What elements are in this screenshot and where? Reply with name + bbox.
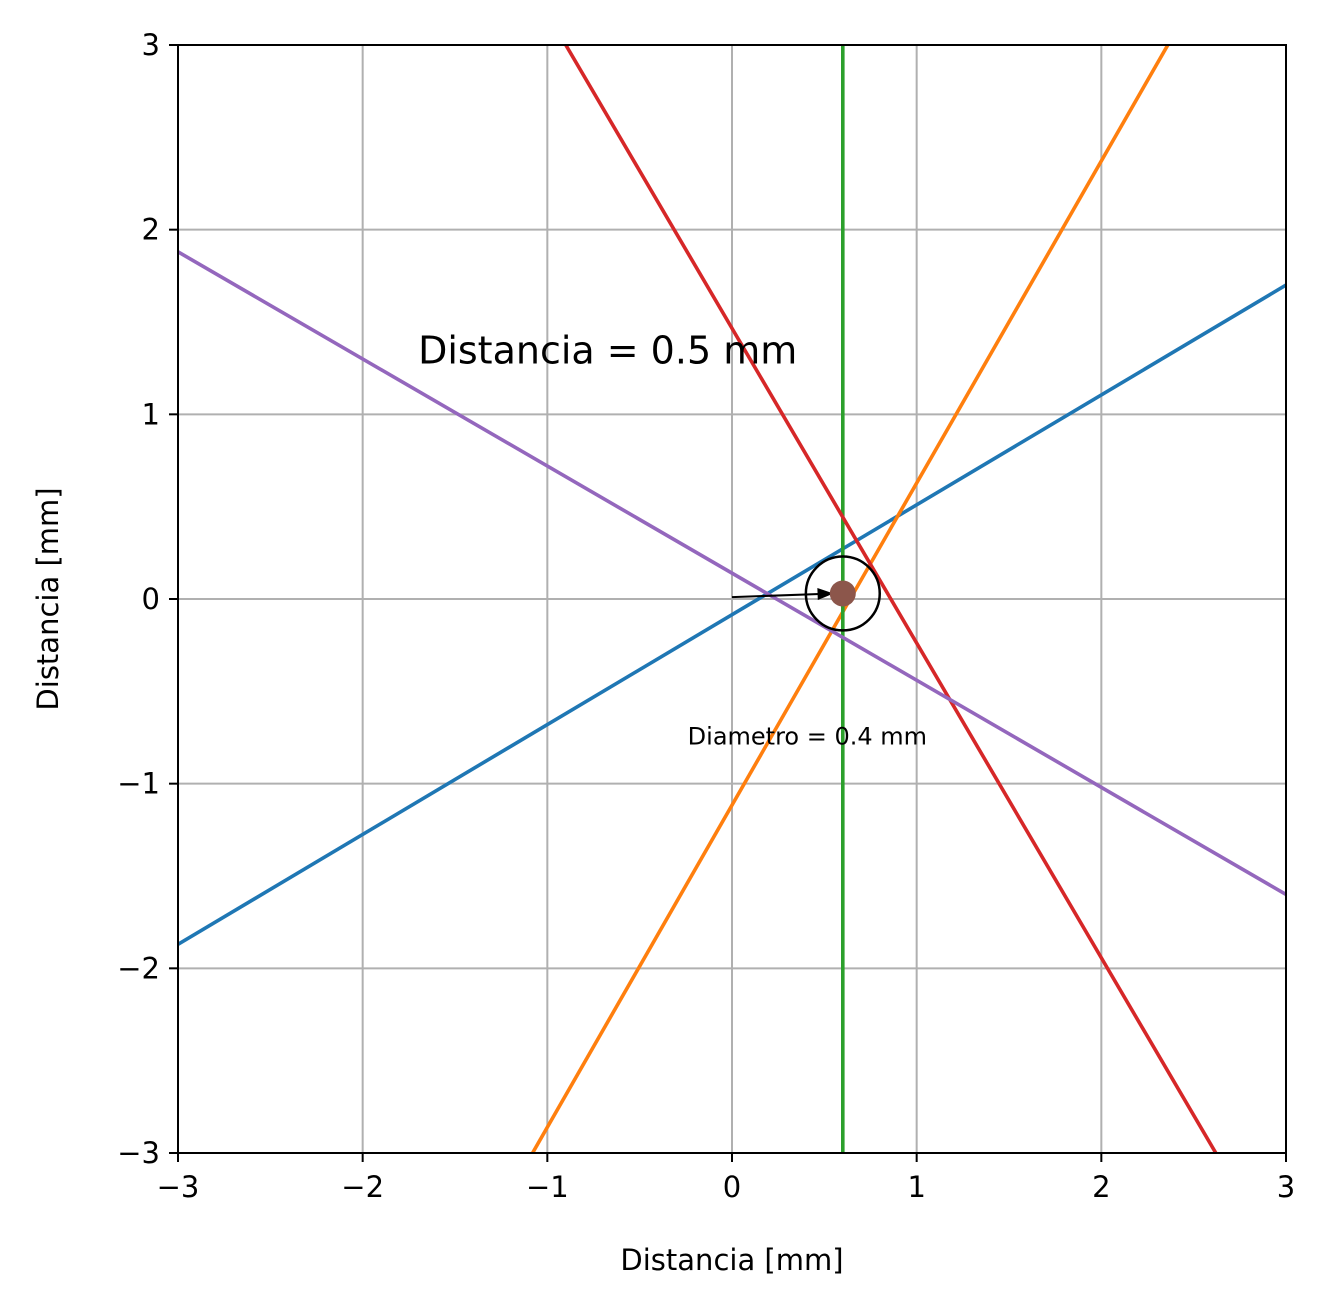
series-line-4 <box>564 45 1218 1153</box>
y-tick-label: 3 <box>142 28 160 62</box>
series-line-1 <box>178 283 1286 946</box>
series-line-5 <box>178 250 1286 897</box>
y-tick-label: 2 <box>142 213 160 247</box>
plot-lines <box>178 45 1286 1153</box>
y-tick-label: −1 <box>117 767 160 801</box>
x-tick-label: 2 <box>1092 1170 1110 1204</box>
annotation-1: Distancia = 0.5 mm <box>418 329 797 373</box>
annotation-2: Diametro = 0.4 mm <box>688 723 927 751</box>
x-axis-label: Distancia [mm] <box>620 1243 843 1277</box>
y-tick-label: −3 <box>117 1136 160 1170</box>
y-axis-label: Distancia [mm] <box>31 487 65 710</box>
x-tick-label: −3 <box>157 1170 200 1204</box>
y-tick-label: 0 <box>142 582 160 616</box>
center-marker <box>829 580 856 607</box>
x-tick-label: −2 <box>341 1170 384 1204</box>
ticks: −3 −2 −1 0 1 2 3 −3 −2 −1 0 1 2 3 <box>117 28 1295 1204</box>
x-tick-label: 1 <box>907 1170 925 1204</box>
x-tick-label: −1 <box>526 1170 569 1204</box>
x-tick-label: 0 <box>723 1170 741 1204</box>
diameter-circle <box>804 555 881 632</box>
overlay <box>731 555 881 632</box>
distance-arrow-head <box>817 588 834 601</box>
x-tick-label: 3 <box>1277 1170 1295 1204</box>
y-tick-label: 1 <box>142 397 160 431</box>
y-tick-label: −2 <box>117 951 160 985</box>
distance-arrow-shaft <box>731 592 834 599</box>
annotations: Distancia = 0.5 mm Diametro = 0.4 mm <box>418 329 927 751</box>
